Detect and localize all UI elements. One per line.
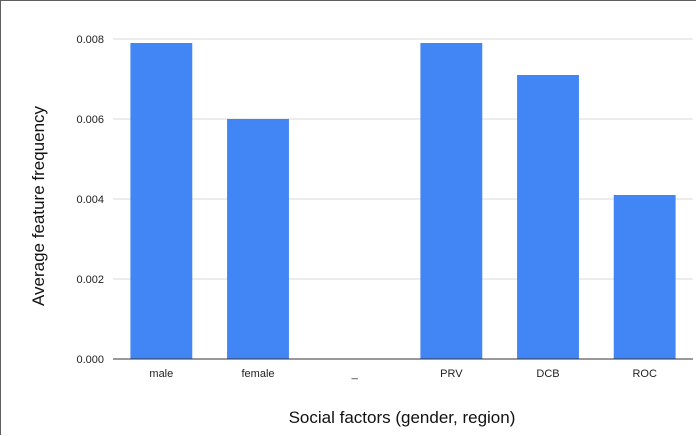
y-axis-title: Average feature frequency xyxy=(29,105,48,306)
bar-male xyxy=(130,43,193,359)
bar-dcb xyxy=(517,75,579,359)
x-tick-label: PRV xyxy=(440,368,463,380)
x-tick-label: male xyxy=(149,368,173,380)
y-tick-label: 0.008 xyxy=(76,34,104,46)
bar-roc xyxy=(613,195,676,359)
y-tick-label: 0.006 xyxy=(76,114,104,126)
x-tick-label: _ xyxy=(351,368,359,380)
y-tick-label: 0.004 xyxy=(76,194,104,206)
gridlines xyxy=(113,38,693,280)
x-tick-labels: male female _ PRV DCB ROC xyxy=(149,368,657,380)
y-tick-labels: 0.000 0.002 0.004 0.006 0.008 xyxy=(76,34,104,366)
x-tick-label: female xyxy=(241,368,274,380)
bar-female xyxy=(227,119,289,359)
x-tick-label: ROC xyxy=(632,368,657,380)
bars xyxy=(130,43,676,359)
bar-prv xyxy=(420,43,483,359)
y-tick-label: 0.002 xyxy=(76,274,104,286)
x-axis-title: Social factors (gender, region) xyxy=(289,408,516,427)
y-tick-label: 0.000 xyxy=(76,354,104,366)
x-tick-label: DCB xyxy=(536,368,559,380)
